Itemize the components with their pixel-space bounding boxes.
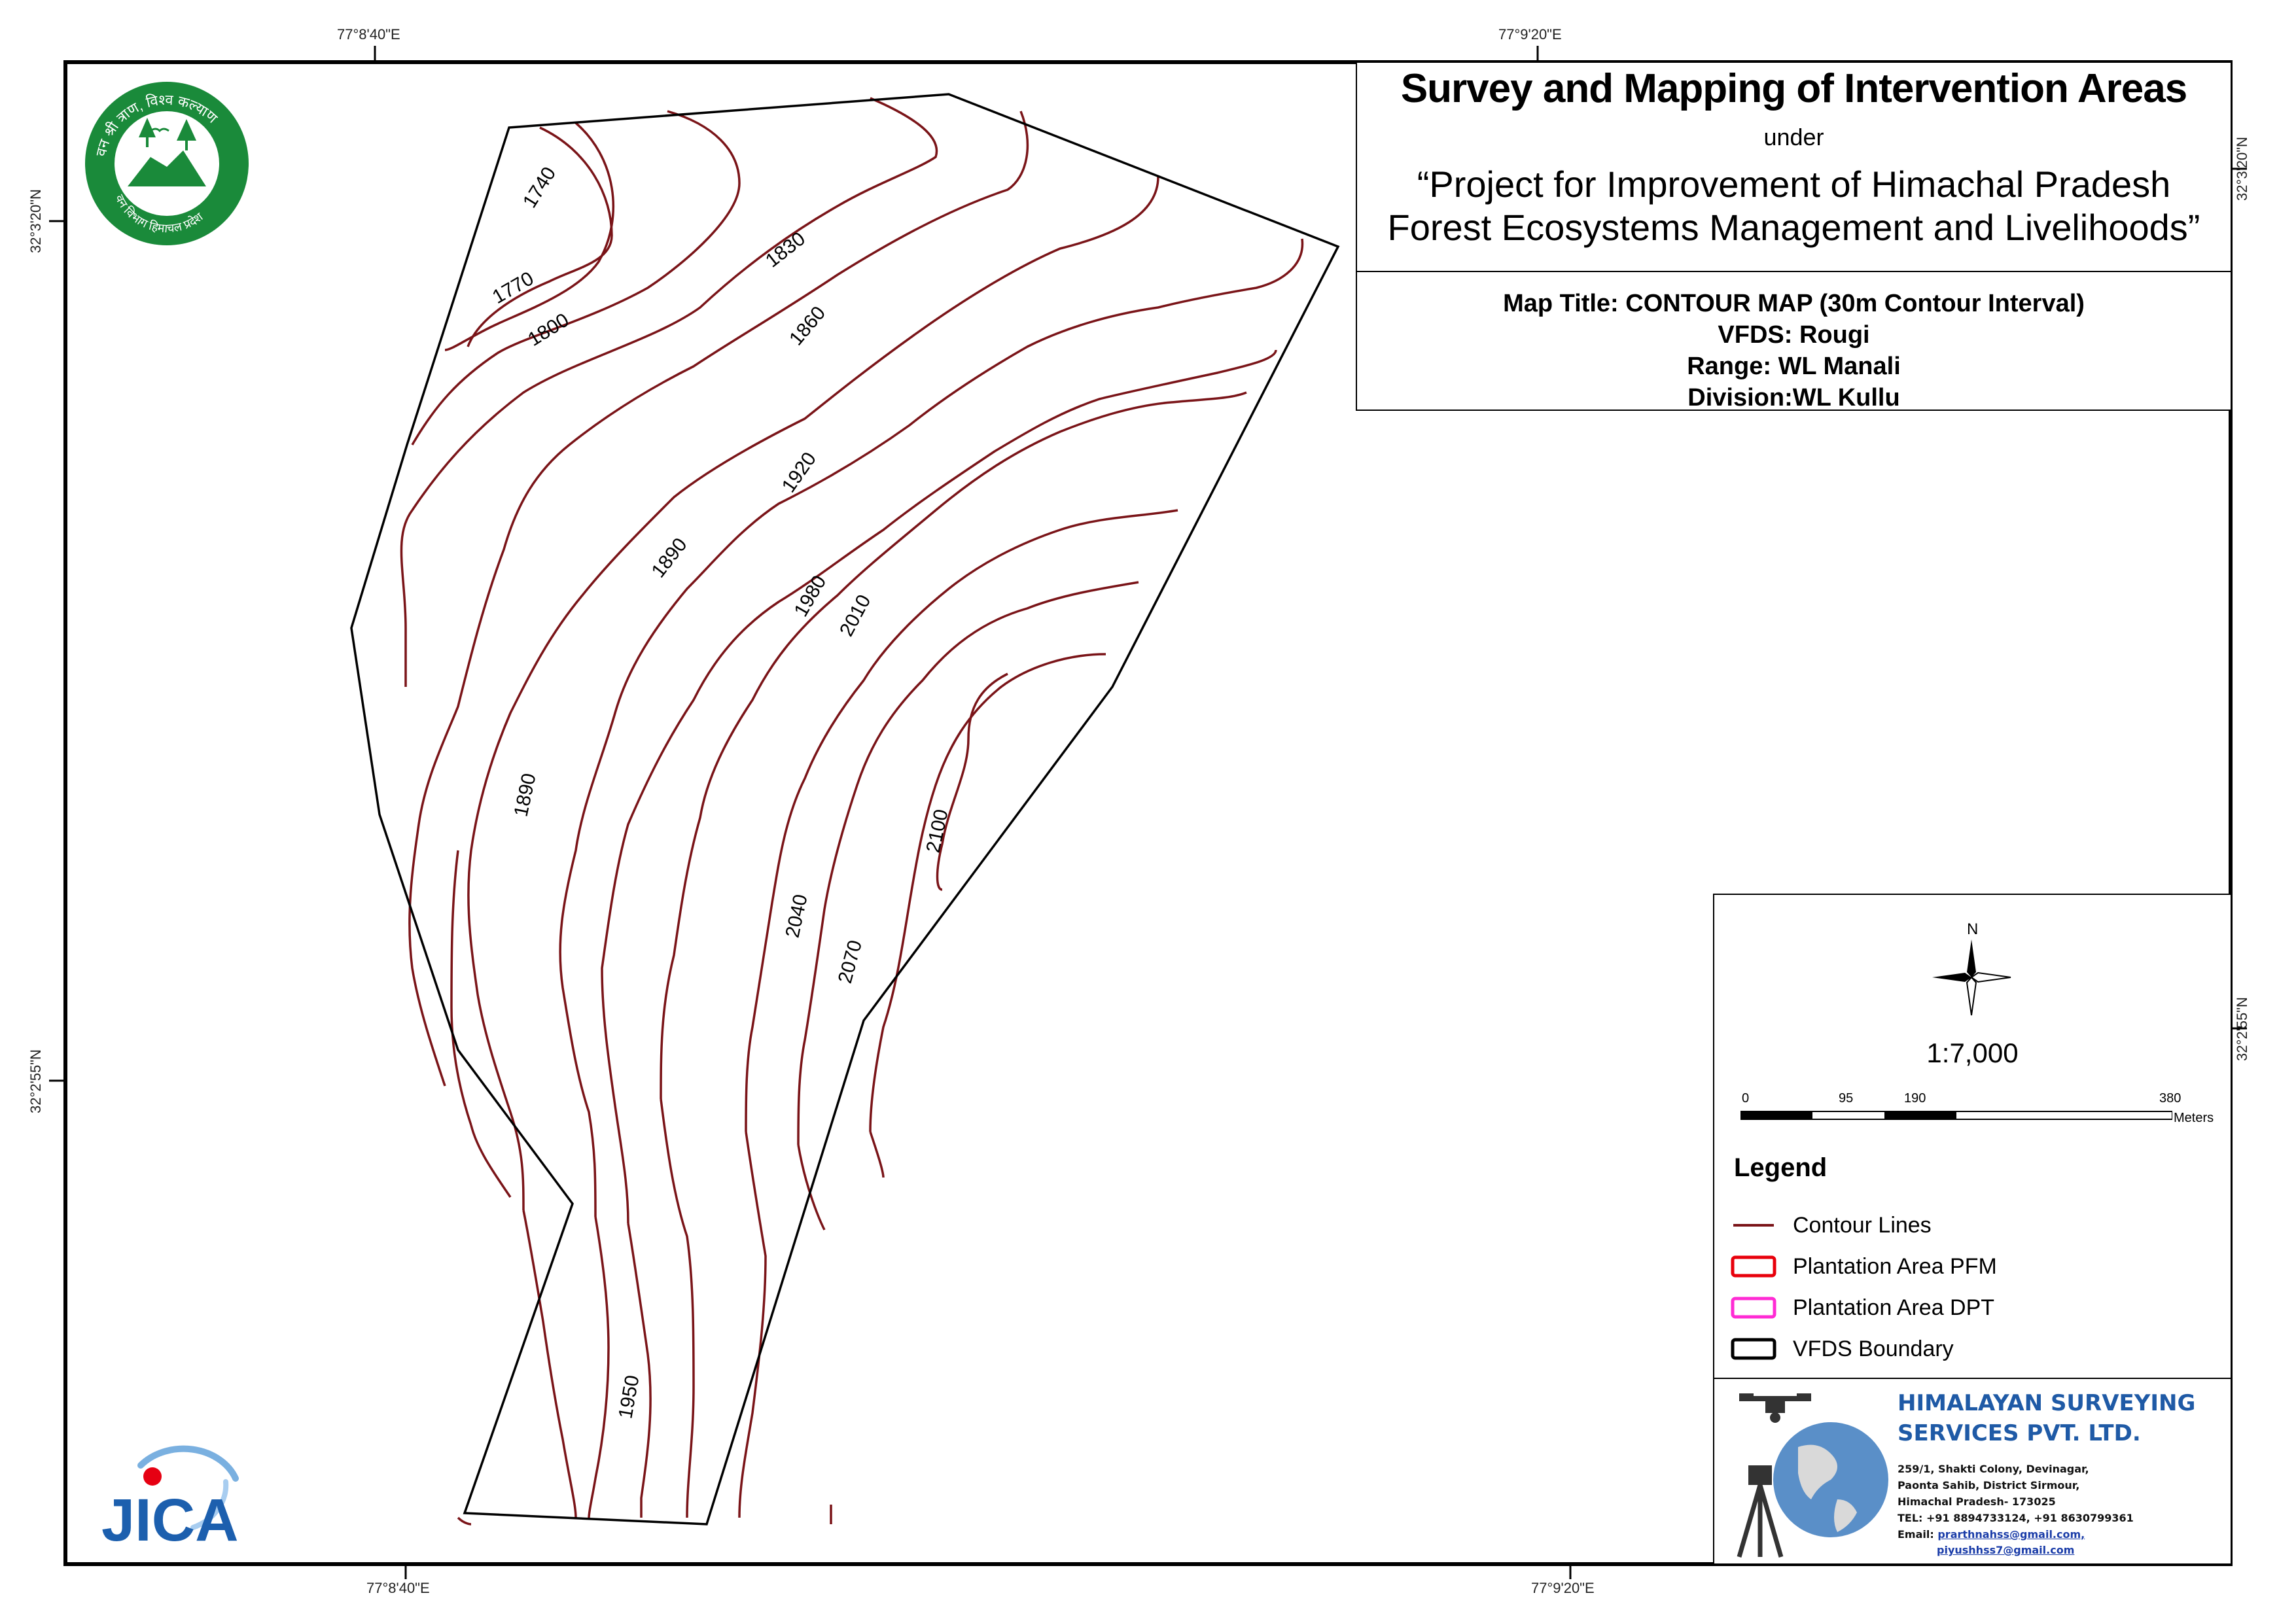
contour-line [601, 349, 1277, 1224]
map-frame [63, 60, 2233, 1566]
legend-label: Contour Lines [1793, 1212, 1932, 1238]
contour-line [738, 1131, 767, 1518]
contour-line [400, 97, 938, 687]
dpt-area-symbol [1731, 1297, 1776, 1319]
project-line-1: “Project for Improvement of Himachal Pra… [1417, 164, 2171, 205]
legend-panel: N 1:7,000 0 95 190 380 Meters Legend Con… [1713, 894, 2231, 1563]
contour-line [745, 509, 1178, 1132]
contour-label: 2070 [834, 938, 866, 986]
svg-text:JICA: JICA [101, 1487, 239, 1554]
scale-unit: Meters [2174, 1111, 2214, 1125]
map-title-line: Map Title: CONTOUR MAP (30m Contour Inte… [1503, 290, 2085, 317]
contour-line-symbol [1733, 1224, 1774, 1227]
contour-line [588, 1216, 610, 1518]
company-logo [1737, 1393, 1888, 1558]
legend-item-pfm: Plantation Area PFM [1731, 1250, 1997, 1283]
legend-item-contour: Contour Lines [1731, 1209, 1932, 1242]
contour-line [467, 126, 613, 347]
address-line-2: Paonta Sahib, District Sirmour, [1898, 1479, 2080, 1492]
legend-item-dpt: Plantation Area DPT [1731, 1291, 1994, 1324]
under-text: under [1763, 124, 1824, 150]
contour-line [869, 653, 1106, 1132]
jica-logo: JICA [101, 1445, 239, 1554]
legend-title: Legend [1734, 1153, 1828, 1182]
contour-line [450, 850, 472, 1126]
svg-text:N: N [1967, 920, 1978, 938]
contour-label: 2010 [836, 591, 875, 640]
contour-line [408, 111, 1029, 1087]
contour-label: 1950 [614, 1374, 643, 1420]
contour-label: 1770 [489, 268, 537, 308]
coord-top-left: 77°8'40"E [337, 26, 400, 43]
contour-line [559, 238, 1304, 1217]
pfm-area-symbol [1731, 1255, 1776, 1278]
scale-tick-95: 95 [1839, 1091, 1854, 1106]
north-arrow-icon: N [1932, 920, 2011, 1016]
email-label: Email: [1898, 1528, 1934, 1541]
project-title: “Project for Improvement of Himachal Pra… [1357, 163, 2231, 249]
contour-label: 1980 [790, 572, 830, 620]
scale-tick-380: 380 [2159, 1091, 2181, 1106]
boundary-symbol [1731, 1338, 1776, 1360]
range-line: Range: WL Manali [1687, 353, 1901, 380]
scale-tick-190: 190 [1904, 1091, 1926, 1106]
contour-line [797, 581, 1139, 1145]
contour-label: 2040 [782, 892, 812, 939]
company-name-line-1: HIMALAYAN SURVEYING [1898, 1390, 2196, 1416]
project-line-2: Forest Ecosystems Management and Livelih… [1387, 207, 2200, 248]
contour-label: 1890 [648, 534, 692, 582]
scale-ratio: 1:7,000 [1926, 1038, 2019, 1068]
contour-line [444, 122, 615, 351]
address-line-3: Himachal Pradesh- 173025 [1898, 1495, 2056, 1508]
title-block: Survey and Mapping of Intervention Areas… [1356, 63, 2231, 272]
contour-line [660, 1098, 695, 1518]
contour-label: 1800 [524, 309, 573, 351]
address-line-1: 259/1, Shakti Colony, Devinagar, [1898, 1463, 2089, 1475]
contour-line [411, 110, 741, 445]
contour-line [467, 176, 1159, 1211]
contour-line [470, 1125, 512, 1198]
legend-label: Plantation Area PFM [1793, 1253, 1997, 1279]
vfds-line: VFDS: Rougi [1718, 321, 1870, 349]
division-line: Division:WL Kullu [1687, 384, 1900, 411]
coord-top-right: 77°9'20"E [1498, 26, 1562, 43]
contour-line [522, 1210, 577, 1518]
email-link-1[interactable]: prarthnahss@gmail.com, [1937, 1528, 2085, 1541]
scale-bar [1740, 1111, 2172, 1120]
contour-line [936, 672, 1008, 891]
contour-line [457, 1516, 472, 1526]
contour-label: 1890 [510, 771, 540, 818]
email-link-2[interactable]: piyushhss7@gmail.com [1937, 1544, 2074, 1556]
map-main-title: Survey and Mapping of Intervention Areas [1400, 66, 2187, 111]
contour-line [627, 1223, 652, 1518]
scale-tick-0: 0 [1742, 1091, 1750, 1106]
contour-label: 1740 [519, 164, 560, 212]
contour-label: 1860 [785, 302, 830, 349]
company-name-line-2: SERVICES PVT. LTD. [1898, 1420, 2141, 1446]
map-info-block: Map Title: CONTOUR MAP (30m Contour Inte… [1356, 272, 2231, 411]
contour-line [660, 391, 1247, 1100]
contour-label: 1830 [762, 228, 809, 271]
company-name: HIMALAYAN SURVEYING SERVICES PVT. LTD. [1898, 1388, 2195, 1448]
vfds-boundary [350, 93, 1340, 1526]
coord-bottom-left: 77°8'40"E [366, 1580, 430, 1596]
contour-line [797, 1144, 826, 1230]
legend-label: Plantation Area DPT [1793, 1295, 1995, 1320]
forest-dept-logo: वन श्री त्राण, विश्व कल्याण वन विभाग हिम… [85, 82, 249, 245]
telephone: TEL: +91 8894733124, +91 8630799361 [1898, 1512, 2134, 1524]
contour-label: 1920 [778, 448, 821, 497]
contour-line [869, 1131, 885, 1178]
email-row: Email: prarthnahss@gmail.com, [1898, 1528, 2085, 1541]
email-2-text[interactable]: piyushhss7@gmail.com [1937, 1544, 2075, 1556]
company-block: HIMALAYAN SURVEYING SERVICES PVT. LTD. 2… [1714, 1378, 2231, 1566]
legend-item-boundary: VFDS Boundary [1731, 1333, 1954, 1365]
legend-label: VFDS Boundary [1793, 1336, 1954, 1361]
coord-bottom-right: 77°9'20"E [1531, 1580, 1595, 1596]
